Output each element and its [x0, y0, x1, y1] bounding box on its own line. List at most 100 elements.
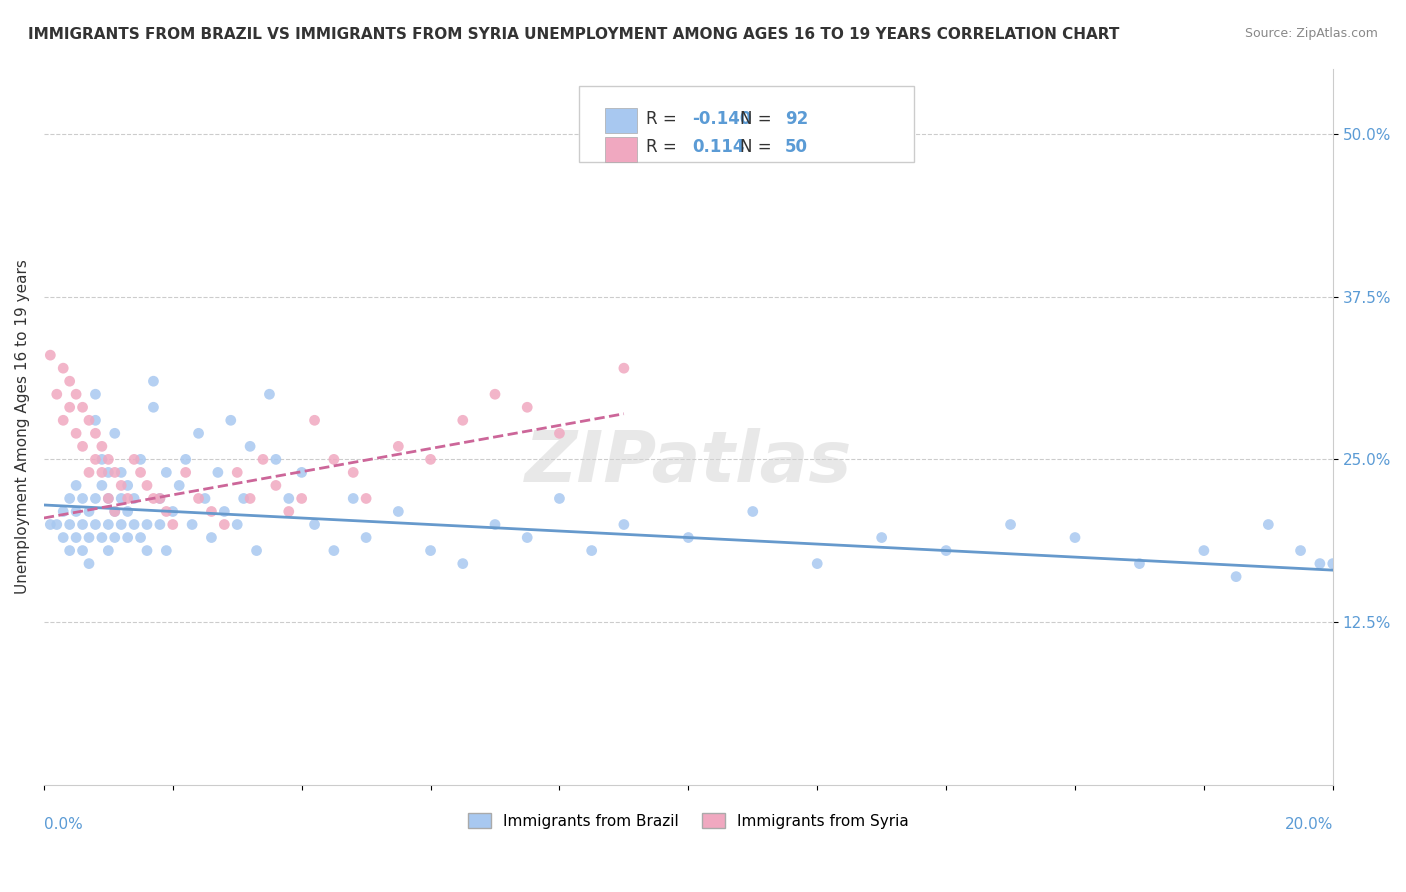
Point [90, 439, 112, 453]
Point [97, 517, 120, 532]
Text: 20.0%: 20.0% [1285, 817, 1333, 832]
Text: 92: 92 [785, 110, 808, 128]
Point [65, 478, 87, 492]
Point [194, 491, 217, 506]
Point [117, 504, 139, 518]
Point [322, 543, 344, 558]
Point [129, 466, 152, 480]
Point [277, 504, 299, 518]
Point [122, 452, 145, 467]
Point [935, 543, 957, 558]
Point [484, 517, 506, 532]
Point [110, 466, 132, 480]
Point [52, 413, 75, 427]
Point [548, 426, 571, 441]
Point [252, 452, 274, 467]
Point [90, 478, 112, 492]
Point [65, 531, 87, 545]
Point [136, 478, 159, 492]
Point [117, 478, 139, 492]
Point [90, 466, 112, 480]
Point [84, 387, 107, 401]
Point [52, 361, 75, 376]
Point [97, 466, 120, 480]
Point [162, 517, 184, 532]
Point [84, 452, 107, 467]
Point [104, 531, 127, 545]
Text: N =: N = [740, 110, 776, 128]
Point [162, 504, 184, 518]
Point [122, 491, 145, 506]
Point [1064, 531, 1087, 545]
Point [451, 557, 474, 571]
Point [187, 491, 209, 506]
Point [226, 466, 249, 480]
Point [110, 517, 132, 532]
Point [104, 466, 127, 480]
Point [142, 491, 165, 506]
Point [129, 531, 152, 545]
Point [451, 413, 474, 427]
Point [97, 491, 120, 506]
Point [39, 517, 62, 532]
Point [84, 426, 107, 441]
Point [214, 517, 236, 532]
Point [1192, 543, 1215, 558]
Point [1128, 557, 1150, 571]
Text: ZIPatlas: ZIPatlas [524, 428, 852, 497]
Point [354, 531, 377, 545]
Point [245, 543, 267, 558]
Point [304, 413, 326, 427]
Point [72, 543, 94, 558]
Text: IMMIGRANTS FROM BRAZIL VS IMMIGRANTS FROM SYRIA UNEMPLOYMENT AMONG AGES 16 TO 19: IMMIGRANTS FROM BRAZIL VS IMMIGRANTS FRO… [28, 27, 1119, 42]
Point [65, 504, 87, 518]
Point [155, 543, 177, 558]
Point [239, 491, 262, 506]
Point [613, 517, 636, 532]
Point [142, 374, 165, 388]
Point [117, 491, 139, 506]
Point [581, 543, 603, 558]
Y-axis label: Unemployment Among Ages 16 to 19 years: Unemployment Among Ages 16 to 19 years [15, 260, 30, 594]
Point [149, 491, 172, 506]
Text: N =: N = [740, 138, 776, 156]
Point [59, 491, 82, 506]
Point [741, 504, 763, 518]
Point [516, 401, 538, 415]
Point [419, 543, 441, 558]
Point [72, 491, 94, 506]
Point [548, 491, 571, 506]
Point [59, 401, 82, 415]
Point [484, 387, 506, 401]
Point [129, 452, 152, 467]
Text: R =: R = [645, 138, 682, 156]
Point [117, 531, 139, 545]
Point [387, 504, 409, 518]
Point [84, 517, 107, 532]
Point [136, 517, 159, 532]
Text: 0.0%: 0.0% [44, 817, 83, 832]
Point [214, 504, 236, 518]
Point [59, 374, 82, 388]
Point [1257, 517, 1279, 532]
Point [52, 504, 75, 518]
Point [277, 491, 299, 506]
Point [104, 426, 127, 441]
Point [65, 426, 87, 441]
Point [291, 491, 314, 506]
FancyBboxPatch shape [605, 136, 637, 161]
Point [149, 517, 172, 532]
Legend: Immigrants from Brazil, Immigrants from Syria: Immigrants from Brazil, Immigrants from … [463, 806, 915, 835]
Point [77, 531, 100, 545]
Point [174, 452, 197, 467]
Point [187, 426, 209, 441]
Point [1309, 557, 1331, 571]
Point [65, 387, 87, 401]
Point [1322, 557, 1344, 571]
Point [39, 348, 62, 362]
Point [97, 491, 120, 506]
Point [322, 452, 344, 467]
Point [419, 452, 441, 467]
Text: Source: ZipAtlas.com: Source: ZipAtlas.com [1244, 27, 1378, 40]
Point [142, 401, 165, 415]
